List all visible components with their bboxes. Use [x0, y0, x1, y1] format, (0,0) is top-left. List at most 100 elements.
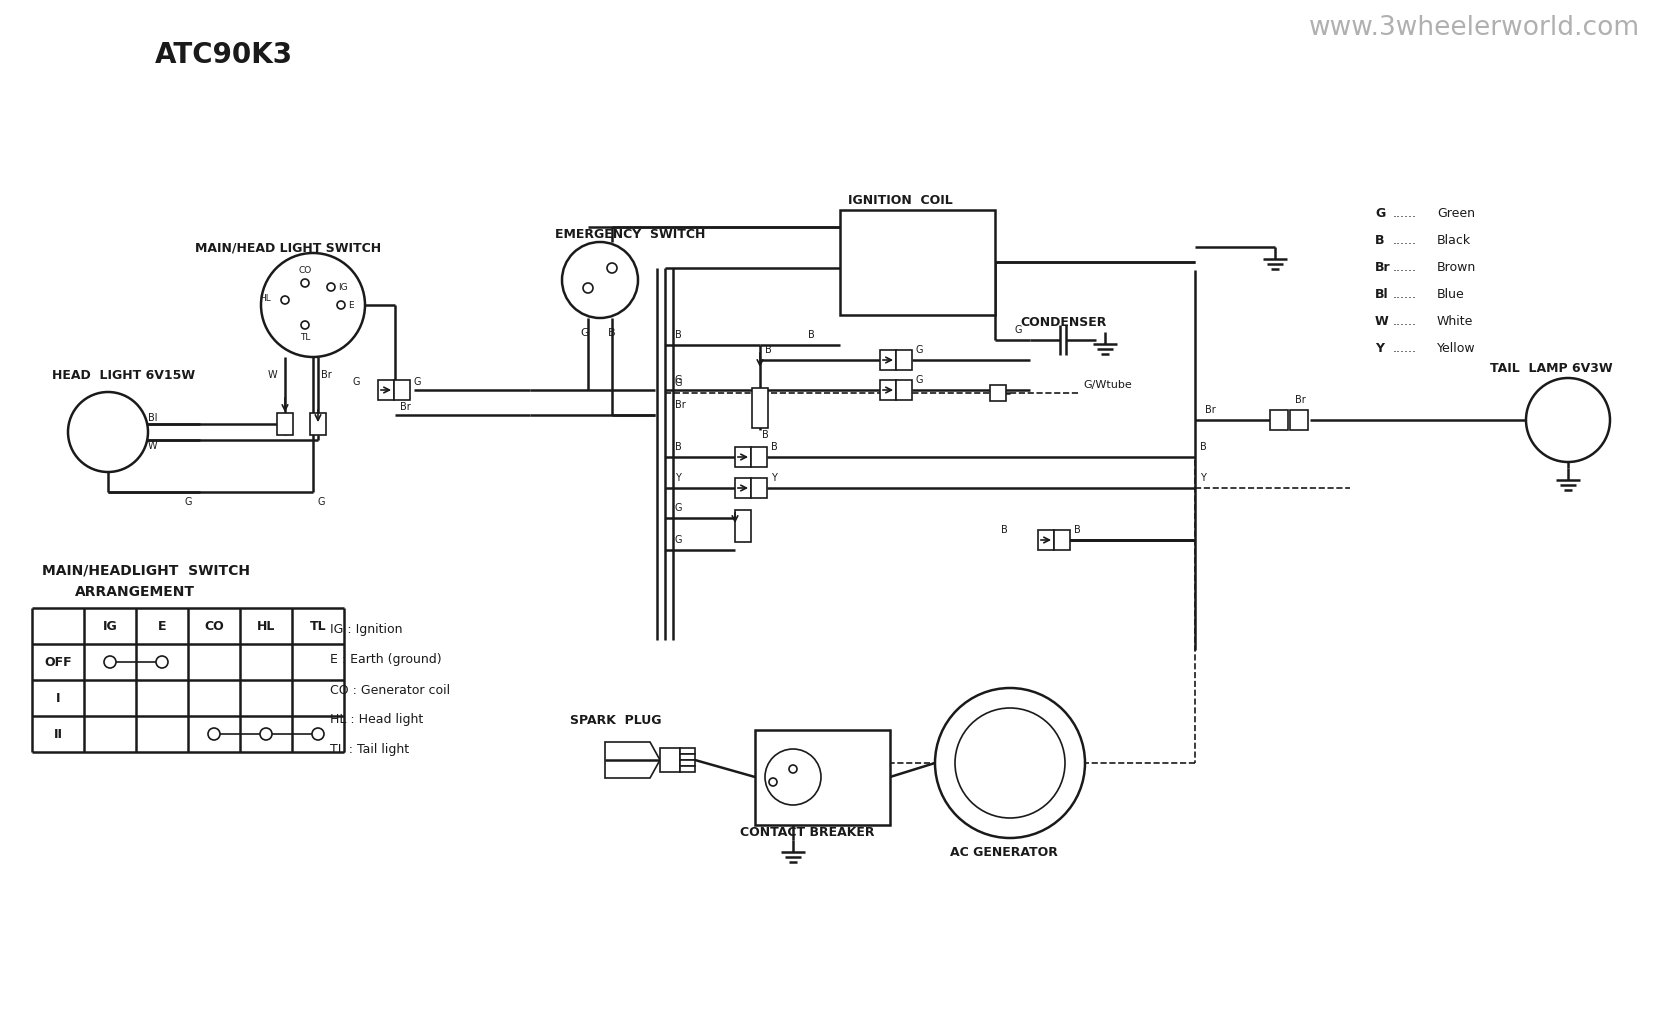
Text: ......: ...... [1392, 206, 1417, 220]
Text: B: B [771, 442, 778, 452]
Text: ......: ...... [1392, 288, 1417, 300]
Text: Br: Br [1205, 405, 1215, 415]
Bar [309, 413, 326, 435]
Text: G: G [915, 375, 923, 385]
Bar [1053, 530, 1069, 550]
Text: Black: Black [1437, 233, 1470, 246]
Text: HL : Head light: HL : Head light [329, 713, 424, 727]
Circle shape [209, 728, 220, 740]
Text: SPARK  PLUG: SPARK PLUG [569, 713, 660, 727]
Text: E: E [348, 300, 354, 309]
Text: G: G [915, 345, 923, 355]
Circle shape [765, 749, 821, 805]
Text: G: G [675, 378, 682, 388]
Text: CO : Generator coil: CO : Generator coil [329, 684, 450, 697]
Bar [895, 380, 912, 400]
Text: ATC90K3: ATC90K3 [156, 41, 293, 69]
Text: CONDENSER: CONDENSER [1019, 315, 1106, 329]
Text: Y: Y [1374, 341, 1384, 355]
Circle shape [338, 301, 344, 309]
Text: G: G [1374, 206, 1385, 220]
Circle shape [583, 282, 592, 293]
Text: ......: ...... [1392, 341, 1417, 355]
Text: B: B [675, 442, 682, 452]
Circle shape [788, 765, 796, 773]
Text: B: B [1074, 525, 1081, 535]
Text: G: G [185, 497, 192, 507]
Text: B: B [607, 328, 616, 338]
Text: B: B [675, 330, 682, 340]
Text: E: E [157, 620, 166, 632]
Text: Br: Br [321, 370, 331, 380]
Bar [755, 730, 889, 825]
Bar [735, 478, 751, 498]
Circle shape [935, 688, 1084, 838]
Text: TAIL  LAMP 6V3W: TAIL LAMP 6V3W [1490, 362, 1612, 374]
Text: Bl: Bl [1374, 288, 1389, 300]
Text: IG : Ignition: IG : Ignition [329, 624, 402, 636]
Bar [1269, 410, 1288, 430]
Text: W: W [266, 370, 276, 380]
Bar [839, 210, 995, 315]
Text: TL : Tail light: TL : Tail light [329, 743, 409, 757]
Text: Br: Br [1294, 395, 1304, 405]
Bar [751, 388, 768, 428]
Bar [394, 380, 410, 400]
Bar [377, 380, 394, 400]
Text: White: White [1437, 314, 1473, 328]
Text: EMERGENCY  SWITCH: EMERGENCY SWITCH [554, 228, 705, 240]
Bar [1289, 410, 1307, 430]
Text: Br: Br [401, 402, 410, 412]
Text: G/Wtube: G/Wtube [1082, 380, 1130, 390]
Text: IG: IG [338, 282, 348, 292]
Text: CO: CO [204, 620, 223, 632]
Text: G: G [318, 497, 326, 507]
Text: W: W [1374, 314, 1389, 328]
Circle shape [281, 296, 290, 304]
Text: Blue: Blue [1437, 288, 1465, 300]
Circle shape [104, 656, 116, 668]
Text: I: I [56, 692, 60, 704]
Circle shape [68, 392, 147, 472]
Text: Y: Y [675, 473, 680, 483]
Text: Y: Y [771, 473, 776, 483]
Bar [751, 447, 766, 467]
Polygon shape [604, 742, 660, 778]
Text: G: G [581, 328, 589, 338]
Text: Brown: Brown [1437, 261, 1475, 273]
Text: TL: TL [309, 620, 326, 632]
Bar [879, 380, 895, 400]
Text: W: W [147, 441, 157, 451]
Circle shape [561, 242, 637, 318]
Text: ARRANGEMENT: ARRANGEMENT [74, 585, 195, 599]
Circle shape [261, 253, 364, 357]
Bar [680, 754, 695, 760]
Text: G: G [414, 377, 422, 387]
Text: Y: Y [1200, 473, 1205, 483]
Text: IGNITION  COIL: IGNITION COIL [847, 194, 952, 206]
Text: ......: ...... [1392, 233, 1417, 246]
Bar [1038, 530, 1053, 550]
Bar [680, 766, 695, 772]
Circle shape [326, 282, 334, 291]
Circle shape [955, 708, 1064, 818]
Bar [660, 749, 680, 772]
Bar [680, 760, 695, 766]
Circle shape [156, 656, 167, 668]
Bar [895, 350, 912, 370]
Text: G: G [675, 535, 682, 545]
Bar [879, 350, 895, 370]
Circle shape [607, 263, 617, 273]
Text: B: B [1001, 525, 1008, 535]
Text: E : Earth (ground): E : Earth (ground) [329, 654, 442, 666]
Circle shape [311, 728, 324, 740]
Text: IG: IG [103, 620, 118, 632]
Text: II: II [53, 728, 63, 740]
Bar [276, 413, 293, 435]
Text: ......: ...... [1392, 261, 1417, 273]
Bar [990, 385, 1005, 401]
Text: B: B [765, 345, 771, 355]
Text: B: B [808, 330, 814, 340]
Text: HL: HL [260, 294, 271, 302]
Bar [735, 447, 751, 467]
